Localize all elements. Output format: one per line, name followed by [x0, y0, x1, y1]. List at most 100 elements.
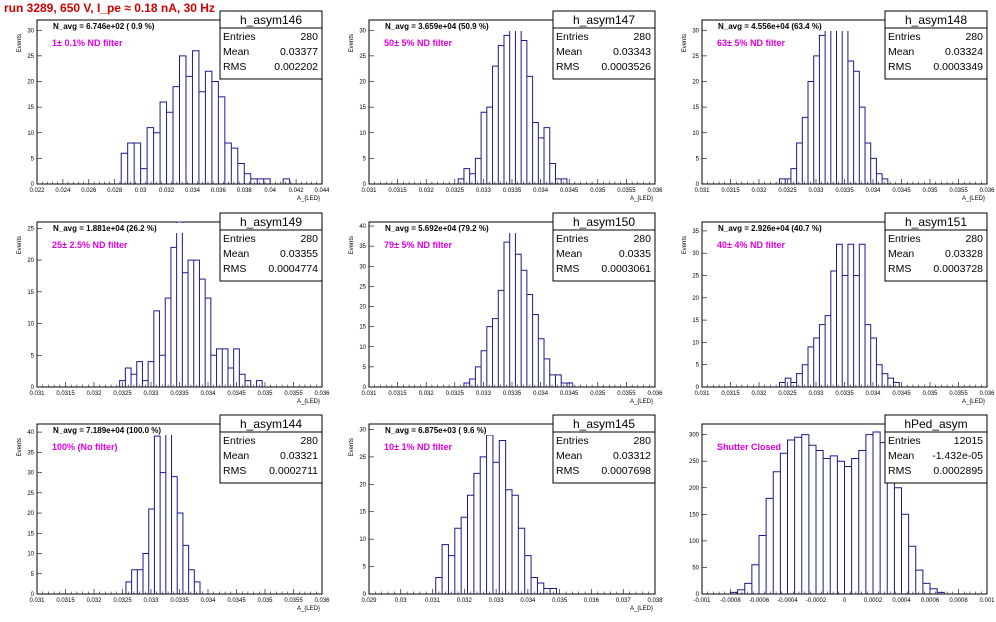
x-tick-label: 0.032: [86, 391, 102, 397]
x-tick-label: 0.031: [29, 391, 45, 397]
histogram-line: [463, 229, 574, 387]
y-tick-label: 10: [692, 340, 699, 346]
x-tick-label: 0.032: [86, 598, 102, 604]
stats-key: Entries: [223, 233, 256, 245]
y-tick-label: 20: [27, 258, 34, 264]
x-tick-label: 0.024: [55, 188, 71, 194]
x-tick-label: 0.034: [865, 188, 881, 194]
x-tick-label: 0.034: [200, 598, 216, 604]
stats-key: Mean: [223, 46, 249, 58]
y-axis-label: Events: [349, 438, 355, 456]
y-tick-label: 30: [359, 427, 366, 433]
x-tick-label: 0.035: [922, 391, 938, 397]
y-tick-label: 5: [696, 156, 700, 162]
stats-box: [552, 212, 656, 282]
histogram-name: h_asym151: [905, 215, 967, 229]
x-tick-label: 0.035: [922, 188, 938, 194]
y-tick-label: 0: [696, 385, 700, 391]
y-tick-label: 30: [692, 28, 699, 34]
stats-key: RMS: [223, 465, 246, 477]
y-tick-label: 5: [696, 363, 700, 369]
navg-label: N_avg = 5.692e+04 (79.2 %): [385, 224, 489, 233]
stats-value: 280: [965, 31, 983, 43]
x-tick-label: 0.0008: [949, 598, 968, 604]
navg-label: N_avg = 3.659e+04 (50.9 %): [385, 22, 489, 31]
y-tick-label: 5: [31, 572, 35, 578]
y-tick-label: 250: [689, 459, 700, 465]
histogram-line: [435, 434, 557, 594]
stats-value: 0.0002895: [933, 465, 983, 477]
stats-value: 0.0003061: [601, 263, 651, 275]
stats-value: 0.002202: [274, 61, 318, 73]
stats-key: Entries: [888, 31, 921, 43]
histogram-line: [119, 221, 263, 387]
stats-value: 280: [300, 233, 318, 245]
x-tick-label: 0.032: [419, 391, 435, 397]
stats-box: [219, 10, 323, 80]
filter-label: 79± 5% ND filter: [384, 240, 452, 250]
navg-box: [383, 425, 531, 435]
stats-box: [219, 212, 323, 282]
x-tick-label: 0.04: [264, 188, 276, 194]
x-tick-label: 0.0315: [388, 391, 407, 397]
x-tick-label: 0.0325: [446, 188, 465, 194]
y-tick-label: 0: [31, 592, 35, 598]
y-tick-label: 100: [689, 539, 700, 545]
histogram-name: h_asym149: [240, 215, 302, 229]
stats-key: RMS: [556, 465, 579, 477]
x-tick-label: 0.036: [979, 391, 995, 397]
stats-key: RMS: [223, 263, 246, 275]
stats-key: RMS: [556, 61, 579, 73]
y-tick-label: 0: [363, 592, 367, 598]
y-tick-label: 10: [359, 131, 366, 137]
y-tick-label: 35: [359, 244, 366, 250]
histogram-line: [779, 24, 889, 184]
x-tick-label: 0.036: [647, 188, 663, 194]
y-tick-label: 30: [692, 251, 699, 257]
x-tick-label: 0.036: [647, 391, 663, 397]
x-tick-label: 0.033: [143, 391, 159, 397]
y-axis-label: Events: [17, 438, 23, 456]
y-tick-label: 20: [359, 80, 366, 86]
histogram-name: h_asym146: [240, 13, 302, 27]
x-tick-label: 0.0325: [113, 598, 132, 604]
y-tick-label: 15: [27, 531, 34, 537]
y-tick-label: 15: [359, 105, 366, 111]
stats-value: -1.432e-05: [932, 450, 983, 462]
stats-key: RMS: [888, 263, 911, 275]
x-tick-label: 0.0345: [560, 188, 579, 194]
x-tick-label: 0.033: [476, 188, 492, 194]
x-tick-label: 0.0335: [835, 391, 854, 397]
x-tick-label: 0.031: [361, 188, 377, 194]
stats-key: Entries: [888, 435, 921, 447]
x-axis-label: A_{LED}: [297, 399, 320, 405]
x-tick-label: 0.0006: [921, 598, 940, 604]
x-tick-label: 0.036: [211, 188, 227, 194]
x-tick-label: 0.0325: [446, 391, 465, 397]
stats-key: Mean: [223, 450, 249, 462]
stats-value: 280: [300, 31, 318, 43]
y-tick-label: 0: [31, 182, 35, 188]
y-tick-label: 5: [363, 565, 367, 571]
x-tick-label: 0.026: [81, 188, 97, 194]
y-tick-label: 0: [363, 385, 367, 391]
x-tick-label: 0.0315: [388, 188, 407, 194]
x-tick-label: 0.03: [395, 598, 407, 604]
x-tick-label: 0.0004: [892, 598, 911, 604]
x-tick-label: -0.001: [693, 598, 711, 604]
stats-value: 0.0004774: [268, 263, 318, 275]
histogram-line: [120, 50, 291, 184]
y-tick-label: 20: [27, 80, 34, 86]
filter-label: 50± 5% ND filter: [384, 38, 452, 48]
navg-box: [383, 223, 531, 233]
y-tick-label: 10: [27, 552, 34, 558]
x-tick-label: 0.029: [361, 598, 377, 604]
stats-value: 0.03377: [280, 46, 318, 58]
histogram-name: h_asym147: [573, 13, 635, 27]
stats-value: 0.0003349: [933, 61, 983, 73]
stats-box: [884, 212, 988, 282]
x-tick-label: 0.0345: [227, 598, 246, 604]
stats-value: 0.0007698: [601, 465, 651, 477]
y-tick-label: 15: [359, 510, 366, 516]
